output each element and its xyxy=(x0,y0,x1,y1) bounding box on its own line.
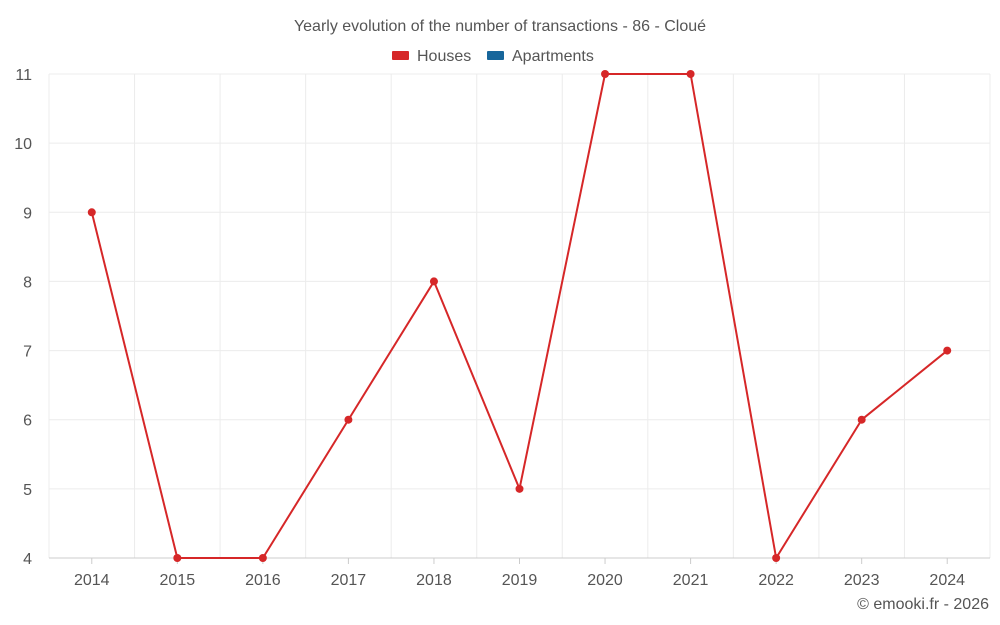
y-tick-label: 4 xyxy=(23,551,32,568)
y-tick-label: 10 xyxy=(14,136,32,153)
data-point-houses-2023[interactable] xyxy=(857,415,866,424)
data-point-houses-2015[interactable] xyxy=(173,554,182,562)
legend-item-apartments[interactable]: Apartments xyxy=(487,48,594,65)
legend: Houses Apartments xyxy=(392,48,594,65)
y-tick-label: 8 xyxy=(23,274,32,291)
series-layer xyxy=(87,70,952,562)
data-point-houses-2018[interactable] xyxy=(429,277,438,286)
legend-swatch-apartments xyxy=(487,51,504,60)
legend-swatch-houses xyxy=(392,51,409,60)
data-point-houses-2017[interactable] xyxy=(344,415,353,424)
x-tick-label: 2022 xyxy=(758,572,794,589)
legend-label-houses: Houses xyxy=(417,48,471,65)
grid xyxy=(48,73,991,558)
y-axis-ticks: 4 5 6 7 8 9 10 11 xyxy=(14,67,32,568)
y-tick-label: 11 xyxy=(15,67,32,84)
y-tick-label: 6 xyxy=(23,413,32,430)
x-tick-label: 2024 xyxy=(929,572,965,589)
data-point-houses-2022[interactable] xyxy=(772,554,781,562)
chart-title: Yearly evolution of the number of transa… xyxy=(294,18,706,35)
x-tick-label: 2016 xyxy=(245,572,281,589)
x-tick-label: 2015 xyxy=(160,572,196,589)
legend-item-houses[interactable]: Houses xyxy=(392,48,471,65)
data-point-houses-2021[interactable] xyxy=(686,70,695,78)
legend-label-apartments: Apartments xyxy=(512,48,594,65)
data-point-houses-2024[interactable] xyxy=(943,346,952,355)
data-point-houses-2016[interactable] xyxy=(258,554,267,562)
y-tick-label: 9 xyxy=(23,205,32,222)
x-axis-ticks: 2014 2015 2016 2017 2018 2019 2020 2021 2022 2023… xyxy=(74,558,965,589)
credit-text: © emooki.fr - 2026 xyxy=(857,596,989,613)
x-tick-label: 2017 xyxy=(331,572,367,589)
y-tick-label: 7 xyxy=(23,344,32,361)
x-tick-label: 2020 xyxy=(587,572,623,589)
x-tick-label: 2018 xyxy=(416,572,452,589)
x-tick-label: 2023 xyxy=(844,572,880,589)
y-tick-label: 5 xyxy=(23,482,32,499)
data-point-houses-2019[interactable] xyxy=(515,484,524,493)
x-tick-label: 2014 xyxy=(74,572,110,589)
data-point-houses-2014[interactable] xyxy=(87,208,96,217)
data-point-houses-2020[interactable] xyxy=(601,70,610,78)
x-tick-label: 2021 xyxy=(673,572,709,589)
x-tick-label: 2019 xyxy=(502,572,538,589)
